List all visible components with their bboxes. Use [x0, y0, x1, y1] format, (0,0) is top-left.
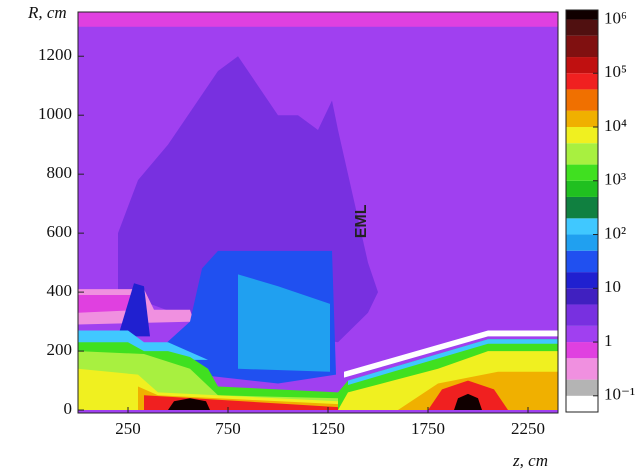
x-tick-label: 750 [215, 419, 241, 438]
x-tick-label: 1250 [311, 419, 345, 438]
colorbar-band [566, 57, 598, 74]
colorbar-band [566, 304, 598, 326]
field-region [344, 330, 558, 378]
plot-frame [77, 11, 559, 414]
y-tick-label: 1000 [38, 104, 72, 123]
colorbar-band [566, 110, 598, 127]
map [78, 12, 558, 413]
y-tick-label: 800 [47, 163, 73, 182]
colorbar-tick-label: 10⁶ [604, 8, 627, 27]
x-tick-label: 2250 [511, 419, 545, 438]
colorbar-band [566, 19, 598, 36]
colorbar-tick-label: 1 [604, 331, 613, 350]
colorbar-tick-label: 10 [604, 277, 621, 296]
y-tick-label: 1200 [38, 45, 72, 64]
field-region [168, 398, 210, 411]
field-region [238, 274, 330, 372]
colorbar-tick-label: 10⁵ [604, 62, 627, 81]
colorbar-tick-label: 10³ [604, 170, 626, 189]
colorbar-frame [565, 9, 599, 413]
field-region [454, 393, 482, 411]
y-tick-label: 0 [64, 399, 73, 418]
x-tick-label: 250 [115, 419, 141, 438]
colorbar-band [566, 250, 598, 273]
colorbar-band [566, 342, 598, 359]
x-tick-label: 1750 [411, 419, 445, 438]
y-tick-label: 200 [47, 340, 73, 359]
colorbar-band [566, 143, 598, 165]
colorbar-band [566, 325, 598, 343]
y-tick-label: 600 [47, 222, 73, 241]
field-region [118, 283, 150, 337]
annotation: EML [353, 204, 370, 238]
colorbar-band [566, 126, 598, 144]
colorbar-band [566, 379, 598, 396]
colorbar-band [566, 196, 598, 219]
colorbar-tick-label: 10² [604, 223, 626, 242]
colorbar-band [566, 288, 598, 305]
y-tick-label: 400 [47, 281, 73, 300]
colorbar-band [566, 89, 598, 111]
colorbar-band [566, 164, 598, 181]
y-axis-label: R, cm [27, 3, 67, 22]
colorbar-band [566, 180, 598, 197]
colorbar-band [566, 10, 598, 20]
colorbar-band [566, 272, 598, 289]
colorbar-tick-label: 10⁴ [604, 116, 627, 135]
field-region [78, 12, 558, 27]
colorbar-band [566, 358, 598, 380]
colorbar-band [566, 73, 598, 90]
colorbar-band [566, 35, 598, 58]
colorbar-band [566, 234, 598, 251]
colorbar-band [566, 395, 598, 412]
colorbar-band [566, 218, 598, 235]
x-axis-label: z, cm [512, 451, 548, 470]
colorbar-tick-label: 10⁻¹ [604, 385, 635, 404]
